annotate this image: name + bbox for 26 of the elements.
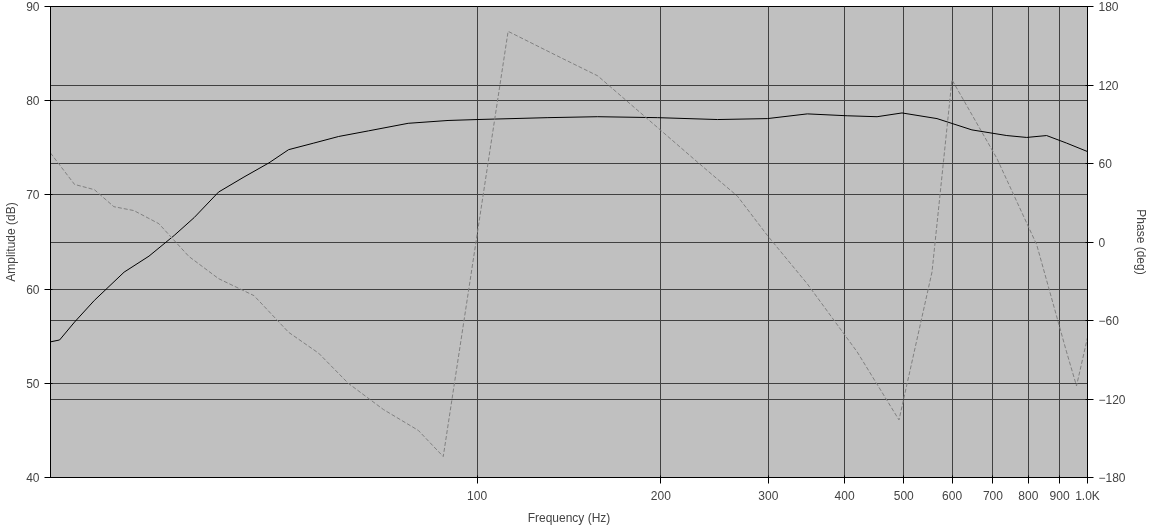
y2-tick-label: −120 xyxy=(1098,392,1126,407)
y-tick-label: 60 xyxy=(26,282,40,297)
x-tick-label: 700 xyxy=(982,488,1004,503)
x-tick-label: 800 xyxy=(1018,488,1039,503)
x-tick-label: 1.0K xyxy=(1075,488,1100,503)
x-tick-label: 100 xyxy=(467,488,488,503)
y-tick-label: 40 xyxy=(26,471,40,485)
y2-tick-label: −180 xyxy=(1098,471,1126,485)
x-tick-label: 400 xyxy=(834,488,855,503)
y-tick-label: 70 xyxy=(26,188,40,203)
x-tick-label: 500 xyxy=(893,488,915,503)
y2-tick-label: −60 xyxy=(1098,314,1120,328)
y-axis-title: Amplitude (dB) xyxy=(4,202,19,282)
y-tick-label: 80 xyxy=(26,94,40,109)
y2-tick-label: 60 xyxy=(1098,157,1113,171)
y2-tick-label: 0 xyxy=(1098,235,1106,250)
y2-axis-title: Phase (deg) xyxy=(1133,209,1148,275)
x-axis-title: Frequency (Hz) xyxy=(527,510,611,525)
x-tick-label: 200 xyxy=(650,488,672,503)
x-tick-label: 300 xyxy=(758,488,779,503)
x-tick-label: 900 xyxy=(1049,488,1070,503)
x-tick-label: 600 xyxy=(942,488,963,503)
y-tick-label: 50 xyxy=(26,376,40,391)
y2-tick-label: 120 xyxy=(1098,78,1119,93)
y-tick-label: 90 xyxy=(26,0,40,14)
y2-tick-label: 180 xyxy=(1098,0,1119,14)
